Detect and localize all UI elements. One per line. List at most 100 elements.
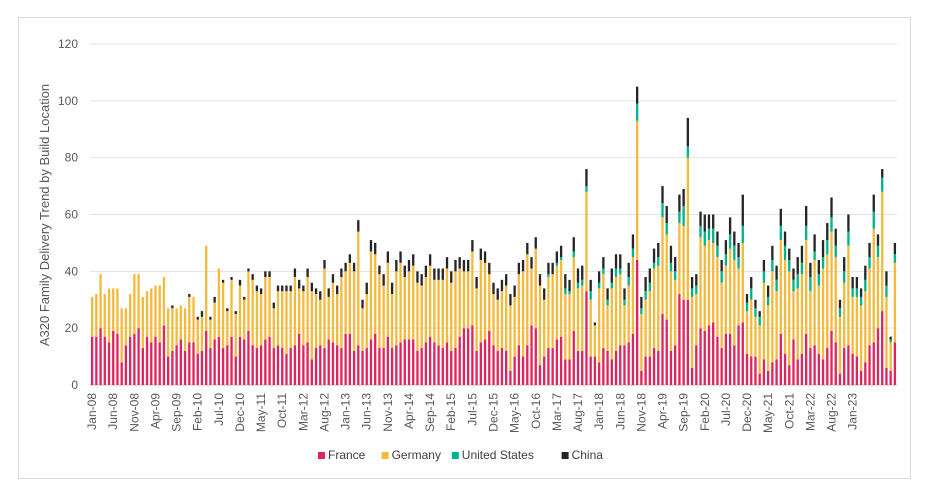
bar-segment-france: [116, 333, 119, 385]
bar-segment-germany: [800, 274, 804, 354]
bar-segment-china: [762, 259, 766, 272]
bar-segment-china: [361, 299, 364, 309]
bar-segment-germany: [445, 268, 449, 343]
bar-segment-france: [834, 342, 837, 385]
bar-segment-france: [703, 331, 706, 385]
bar-segment-france: [458, 336, 461, 385]
bar-segment-germany: [834, 257, 837, 343]
bar-segment-germany: [555, 265, 559, 340]
bar-segment-china: [238, 279, 242, 286]
x-tick-label: Apr-14: [402, 393, 416, 429]
bar-segment-germany: [128, 294, 132, 337]
bar-segment-germany: [369, 251, 373, 340]
bar-segment-united-states: [792, 279, 795, 292]
bar-segment-united-states: [821, 257, 825, 269]
bar-segment-china: [640, 296, 643, 309]
bar-segment-united-states: [614, 268, 618, 278]
bar-segment-france: [492, 345, 495, 385]
bar-segment-germany: [433, 279, 436, 343]
bar-segment-germany: [154, 285, 157, 337]
bar-segment-united-states: [758, 316, 761, 326]
bar-segment-germany: [145, 291, 149, 337]
bar-segment-germany: [830, 231, 833, 332]
bar-segment-germany: [479, 259, 482, 343]
bar-segment-china: [657, 242, 660, 258]
bar-segment-france: [479, 342, 482, 385]
bar-segment-china: [614, 254, 618, 269]
bar-segment-germany: [682, 225, 685, 300]
bar-segment-germany: [568, 294, 571, 360]
bar-segment-china: [221, 279, 225, 283]
bar-segment-china: [386, 251, 390, 263]
bar-segment-germany: [864, 291, 867, 363]
x-tick-label: Aug-17: [571, 393, 585, 432]
bar-segment-united-states: [695, 285, 698, 295]
bar-segment-france: [724, 333, 728, 385]
bar-segment-united-states: [602, 268, 605, 275]
bar-segment-china: [403, 265, 406, 278]
bar-segment-france: [348, 333, 352, 385]
bar-segment-france: [682, 299, 685, 385]
bar-segment-france: [314, 348, 318, 385]
bar-segment-china: [505, 274, 508, 286]
bar-segment-germany: [230, 279, 233, 337]
bar-segment-united-states: [648, 282, 651, 292]
bar-segment-germany: [559, 259, 563, 337]
bar-segment-united-states: [674, 271, 677, 280]
bar-segment-united-states: [686, 146, 690, 158]
bar-segment-germany: [606, 305, 609, 351]
bar-segment-france: [674, 345, 677, 385]
bar-segment-united-states: [635, 103, 639, 121]
bar-segment-france: [788, 365, 791, 385]
bar-segment-china: [619, 254, 622, 269]
bar-segment-germany: [268, 277, 271, 337]
bar-segment-germany: [872, 228, 875, 343]
bar-segment-germany: [378, 274, 381, 349]
bar-segment-germany: [475, 288, 478, 351]
bar-segment-france: [471, 325, 474, 385]
bar-segment-germany: [112, 288, 115, 332]
bar-segment-france: [95, 336, 98, 385]
bar-segment-germany: [686, 157, 690, 300]
bar-segment-france: [466, 328, 470, 385]
bar-segment-china: [395, 259, 398, 272]
bar-segment-france: [483, 339, 487, 385]
bar-segment-france: [881, 311, 884, 385]
bar-segment-china: [800, 245, 804, 263]
bar-segment-germany: [357, 231, 360, 346]
bar-segment-china: [716, 231, 719, 246]
bar-segment-china: [399, 251, 402, 263]
bar-segment-france: [145, 336, 149, 385]
bar-segment-france: [606, 350, 609, 385]
bar-segment-united-states: [669, 262, 673, 272]
bar-segment-china: [568, 279, 571, 292]
bar-segment-united-states: [809, 277, 812, 292]
bar-segment-germany: [716, 257, 719, 337]
bar-segment-china: [488, 262, 491, 275]
bar-segment-germany: [695, 294, 698, 346]
bar-segment-united-states: [779, 225, 782, 241]
bar-segment-germany: [817, 285, 820, 354]
bar-segment-china: [226, 308, 229, 312]
bar-segment-germany: [809, 291, 812, 349]
bar-segment-china: [437, 268, 440, 280]
bar-segment-germany: [243, 299, 246, 340]
bar-segment-france: [281, 348, 284, 385]
bar-segment-china: [302, 285, 305, 292]
x-tick-label: Dec-20: [740, 393, 754, 432]
bar-segment-germany: [796, 288, 799, 360]
bar-segment-china: [602, 257, 605, 269]
bar-segment-france: [517, 345, 521, 385]
y-tick-label: 60: [65, 208, 79, 222]
bar-segment-china: [644, 277, 647, 292]
bar-segment-china: [707, 214, 711, 229]
legend-swatch: [381, 452, 389, 459]
bar-segment-germany: [640, 313, 643, 371]
bar-segment-china: [826, 223, 829, 241]
bar-segment-france: [357, 345, 360, 385]
bar-segment-united-states: [830, 217, 833, 232]
bar-segment-germany: [581, 285, 584, 351]
bar-segment-china: [593, 322, 597, 326]
legend-swatch: [318, 452, 325, 459]
